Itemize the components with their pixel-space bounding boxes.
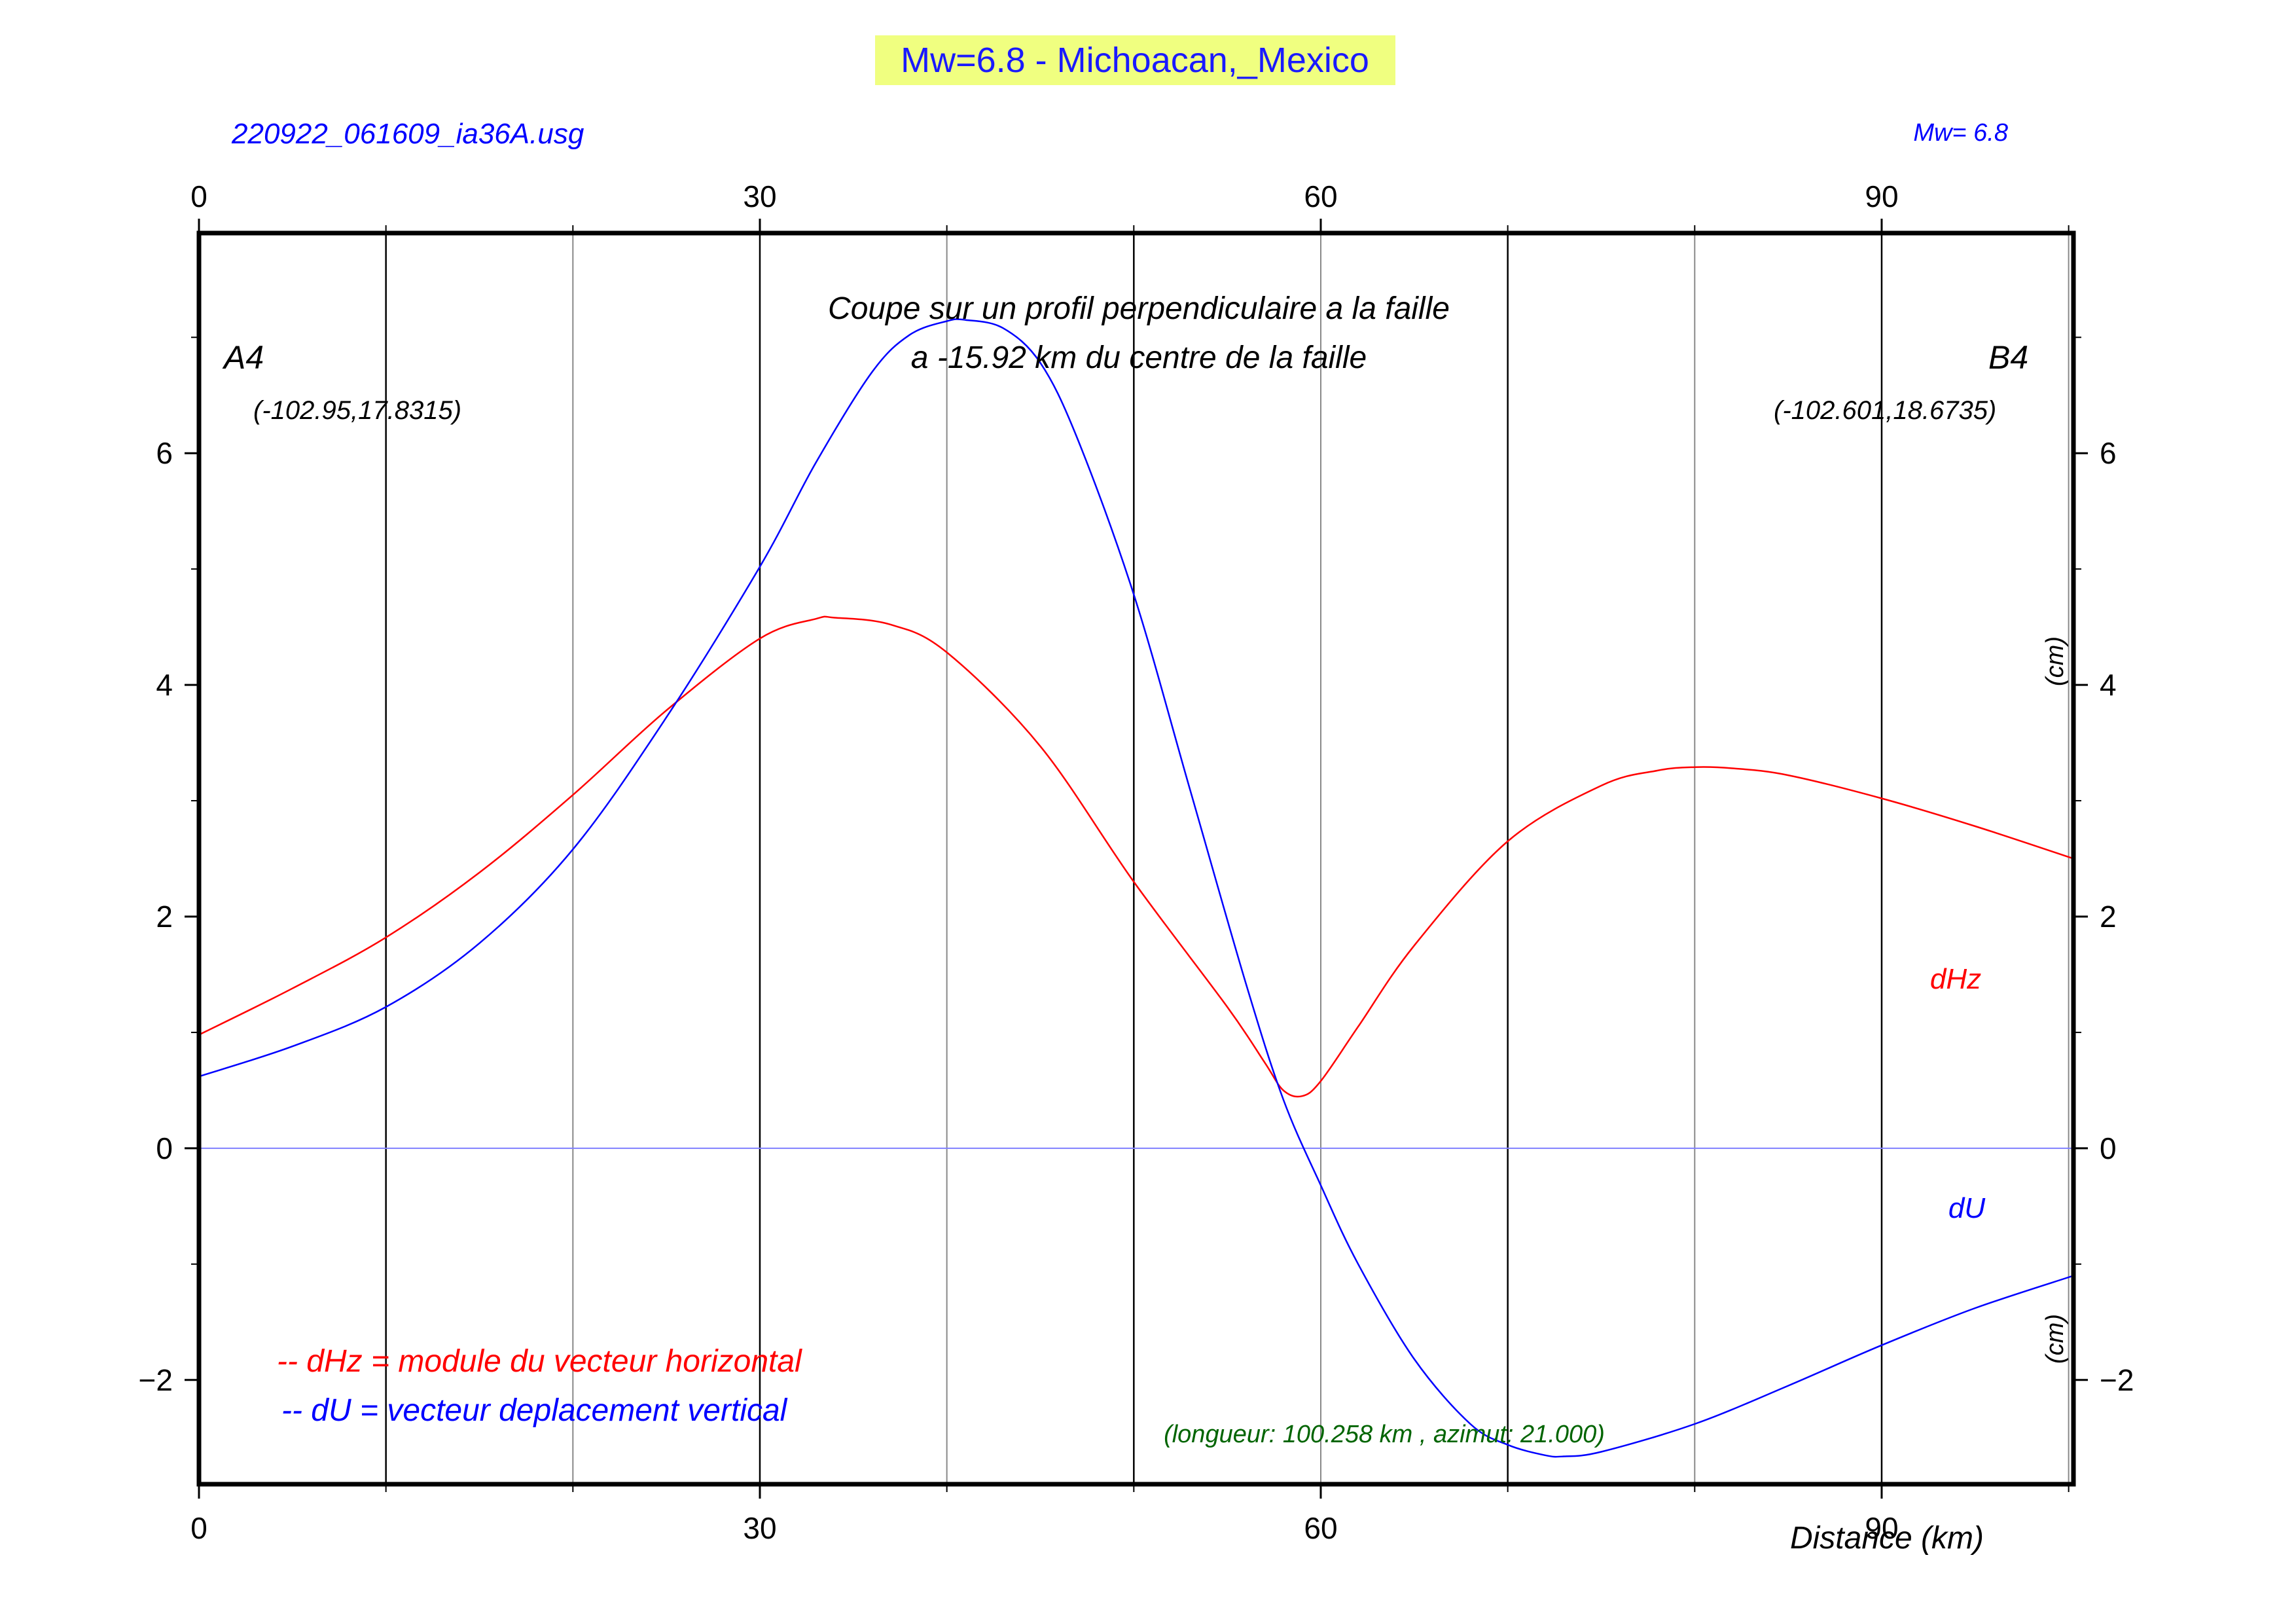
y-tick-label-left: −2: [139, 1363, 173, 1397]
x-tick-label-bottom: 30: [743, 1511, 776, 1545]
legend-du: -- dU = vecteur deplacement vertical: [281, 1393, 788, 1428]
chart-title: Mw=6.8 - Michoacan,_Mexico: [901, 41, 1369, 80]
x-tick-label-bottom: 90: [1865, 1511, 1898, 1545]
series-layer: [198, 318, 2074, 1458]
end-point-coords: (-102.601,18.6735): [1774, 396, 1996, 425]
x-tick-label-top: 30: [743, 179, 776, 213]
start-point-label: A4: [222, 339, 264, 376]
end-point-label: B4: [1988, 339, 2028, 376]
plot-frame: [196, 230, 2076, 1487]
start-point-coords: (-102.95,17.8315): [253, 396, 461, 425]
magnitude-label: Mw= 6.8: [1913, 119, 2008, 147]
x-tick-label-top: 90: [1865, 179, 1898, 213]
y-tick-label-right: 0: [2100, 1131, 2117, 1165]
x-axis-label: Distance (km): [1790, 1521, 1984, 1556]
y-tick-label-left: 2: [156, 900, 173, 934]
profile-description-line2: a -15.92 km du centre de la faille: [911, 340, 1367, 375]
y-tick-label-left: 4: [156, 668, 173, 702]
file-label: 220922_061609_ia36A.usg: [231, 118, 584, 150]
unit-label-upper: (cm): [2041, 636, 2069, 686]
y-tick-label-right: −2: [2100, 1363, 2134, 1397]
y-tick-label-right: 2: [2100, 900, 2117, 934]
y-tick-label-left: 6: [156, 436, 173, 470]
x-tick-label-top: 60: [1304, 179, 1337, 213]
unit-label-lower: (cm): [2041, 1314, 2069, 1364]
x-tick-label-top: 0: [190, 179, 207, 213]
title-background: [875, 35, 1395, 85]
x-tick-label-bottom: 0: [190, 1511, 207, 1545]
dhz-series-label: dHz: [1930, 963, 1981, 995]
axis-ticks: 0 0 30 30 60 60 90 90 −2 −2 0 0 2 2 4 4 6 6: [139, 179, 2134, 1545]
y-tick-label-right: 4: [2100, 668, 2117, 702]
legend-dhz: -- dHz = module du vecteur horizontal: [277, 1344, 802, 1379]
grid-lines: [385, 233, 2070, 1484]
profile-description-line1: Coupe sur un profil perpendiculaire a la…: [828, 291, 1450, 326]
profile-length-info: (longueur: 100.258 km , azimut: 21.000): [1164, 1421, 1605, 1448]
series-line-dhz: [198, 615, 2074, 1098]
y-tick-label-left: 0: [156, 1131, 173, 1165]
du-series-label: dU: [1948, 1192, 1985, 1224]
x-tick-label-bottom: 60: [1304, 1511, 1337, 1545]
series-line-du: [198, 318, 2074, 1458]
y-tick-label-right: 6: [2100, 436, 2117, 470]
